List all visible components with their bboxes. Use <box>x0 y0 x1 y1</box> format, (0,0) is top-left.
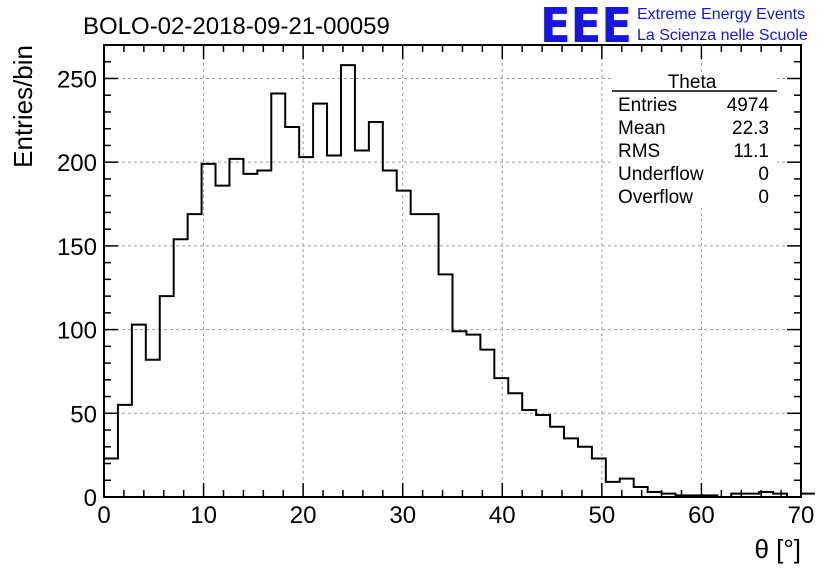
stats-label-rms: RMS <box>618 141 660 162</box>
stats-title: Theta <box>668 72 717 93</box>
stats-value-overflow: 0 <box>758 187 769 208</box>
x-tick-label: 70 <box>788 502 815 529</box>
x-tick-label: 40 <box>489 502 516 529</box>
x-tick-label: 50 <box>589 502 616 529</box>
stats-value-underflow: 0 <box>758 164 769 185</box>
chart-title: BOLO-02-2018-09-21-00059 <box>83 13 390 40</box>
stats-box-background <box>612 74 777 208</box>
histogram-outline <box>103 64 815 498</box>
x-tick-labels: 0 10 20 30 40 50 60 70 <box>97 502 814 529</box>
stats-label-entries: Entries <box>618 95 677 116</box>
x-tick-label: 30 <box>389 502 416 529</box>
y-tick-label: 0 <box>84 485 97 512</box>
x-tick-label: 10 <box>190 502 217 529</box>
axis-ticks <box>103 44 802 498</box>
logo-line-2: La Scienza nelle Scuole <box>637 27 808 44</box>
stats-value-rms: 11.1 <box>733 141 769 162</box>
x-tick-label: 20 <box>290 502 317 529</box>
y-tick-label: 100 <box>57 318 97 345</box>
eee-logo-mark: EEE <box>540 0 632 54</box>
logo-line-1: Extreme Energy Events <box>637 6 805 23</box>
x-tick-label: 0 <box>97 502 110 529</box>
stats-label-overflow: Overflow <box>618 187 693 208</box>
y-tick-labels: 0 50 100 150 200 250 <box>57 66 97 512</box>
stats-label-mean: Mean <box>618 118 666 139</box>
y-axis-title: Entries/bin <box>8 45 38 168</box>
stats-value-mean: 22.3 <box>732 118 769 139</box>
stats-value-entries: 4974 <box>727 95 770 116</box>
x-tick-label: 60 <box>688 502 715 529</box>
plot-frame <box>103 44 802 498</box>
y-tick-label: 250 <box>57 66 97 93</box>
stats-box: Theta Entries 4974 Mean 22.3 RMS 11.1 Un… <box>612 72 777 208</box>
y-tick-label: 150 <box>57 234 97 261</box>
stats-label-underflow: Underflow <box>618 164 704 185</box>
y-tick-label: 200 <box>57 150 97 177</box>
x-axis-title: θ [°] <box>754 534 801 564</box>
y-tick-label: 50 <box>70 401 97 428</box>
